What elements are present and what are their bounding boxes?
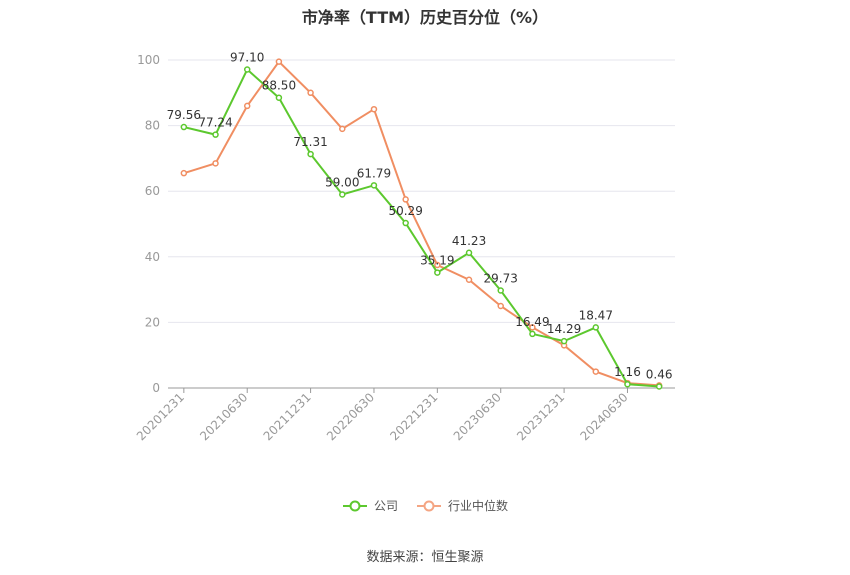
data-label: 14.29	[547, 322, 581, 336]
series-line-0	[183, 67, 660, 388]
data-point-0	[624, 380, 631, 388]
legend-company-marker-icon	[342, 500, 367, 511]
data-label: 59.00	[325, 175, 359, 189]
data-point-0	[434, 269, 441, 276]
data-label: 0.46	[646, 367, 673, 381]
legend-company-label: 公司	[373, 499, 398, 513]
data-point-0	[307, 150, 314, 158]
x-tick-label: 20220630	[324, 390, 377, 443]
legend: 公司 行业中位数	[0, 497, 850, 514]
x-tick-label: 20210630	[197, 390, 250, 443]
data-point-1	[592, 368, 600, 375]
grid-lines	[168, 59, 675, 389]
data-point-0	[560, 337, 568, 345]
data-label: 35.19	[420, 254, 454, 268]
data-label: 79.56	[167, 108, 201, 122]
data-point-0	[212, 131, 219, 138]
data-label: 16.49	[515, 315, 549, 329]
x-tick-label: 20230630	[451, 390, 504, 443]
data-point-0	[180, 123, 188, 131]
data-point-1	[434, 261, 441, 269]
data-label: 18.47	[579, 308, 613, 322]
legend-item-industry-median[interactable]: 行业中位数	[416, 497, 508, 514]
data-point-1	[497, 302, 504, 310]
data-label: 1.16	[614, 365, 641, 379]
x-tick-label: 20201231	[134, 390, 187, 443]
data-point-1	[180, 169, 188, 177]
data-point-0	[339, 191, 346, 198]
data-point-0	[497, 287, 504, 294]
data-point-0	[465, 249, 473, 257]
data-point-1	[339, 125, 346, 133]
data-point-0	[275, 94, 283, 101]
legend-industry-label: 行业中位数	[448, 499, 509, 513]
data-point-0	[592, 324, 600, 331]
data-label: 61.79	[357, 166, 391, 180]
y-tick-label: 20	[145, 315, 160, 329]
data-point-1	[275, 58, 283, 65]
series-layer	[180, 58, 663, 390]
data-point-0	[529, 330, 536, 338]
data-source: 数据来源：恒生聚源	[366, 550, 484, 565]
y-axis-ticks: 0 20 40 60 80 100	[137, 53, 160, 395]
data-point-0	[655, 383, 663, 390]
x-tick-label: 20221231	[387, 390, 440, 443]
data-label: 77.24	[198, 116, 232, 130]
data-label: 50.29	[388, 204, 422, 218]
data-point-1	[212, 160, 219, 167]
y-tick-label: 60	[145, 184, 160, 198]
data-point-1	[307, 89, 314, 97]
series-line-1	[183, 60, 660, 387]
y-tick-label: 100	[137, 53, 160, 67]
x-tick-label: 20231231	[514, 390, 567, 443]
data-point-1	[370, 105, 378, 113]
data-point-0	[402, 219, 409, 227]
data-label: 41.23	[452, 234, 486, 248]
chart-title: 市净率（TTM）历史百分位（%）	[301, 8, 549, 27]
data-point-1	[243, 102, 251, 110]
x-axis-ticks: 20201231 20210630 20211231 20220630 20221231…	[134, 388, 631, 443]
data-label: 88.50	[262, 79, 296, 93]
y-tick-label: 0	[152, 381, 160, 395]
data-label: 71.31	[293, 135, 327, 149]
data-point-0	[243, 66, 251, 73]
data-point-1	[402, 196, 409, 203]
x-tick-label: 20240630	[578, 390, 631, 443]
legend-item-company[interactable]: 公司	[342, 497, 398, 514]
y-tick-label: 80	[145, 119, 160, 133]
data-point-1	[529, 324, 536, 331]
data-point-1	[465, 276, 473, 284]
legend-industry-marker-icon	[417, 500, 441, 511]
y-tick-label: 40	[145, 250, 160, 264]
x-tick-label: 20211231	[261, 390, 314, 443]
data-label: 29.73	[484, 271, 518, 285]
data-label: 97.10	[230, 51, 264, 65]
data-point-0	[370, 182, 378, 189]
